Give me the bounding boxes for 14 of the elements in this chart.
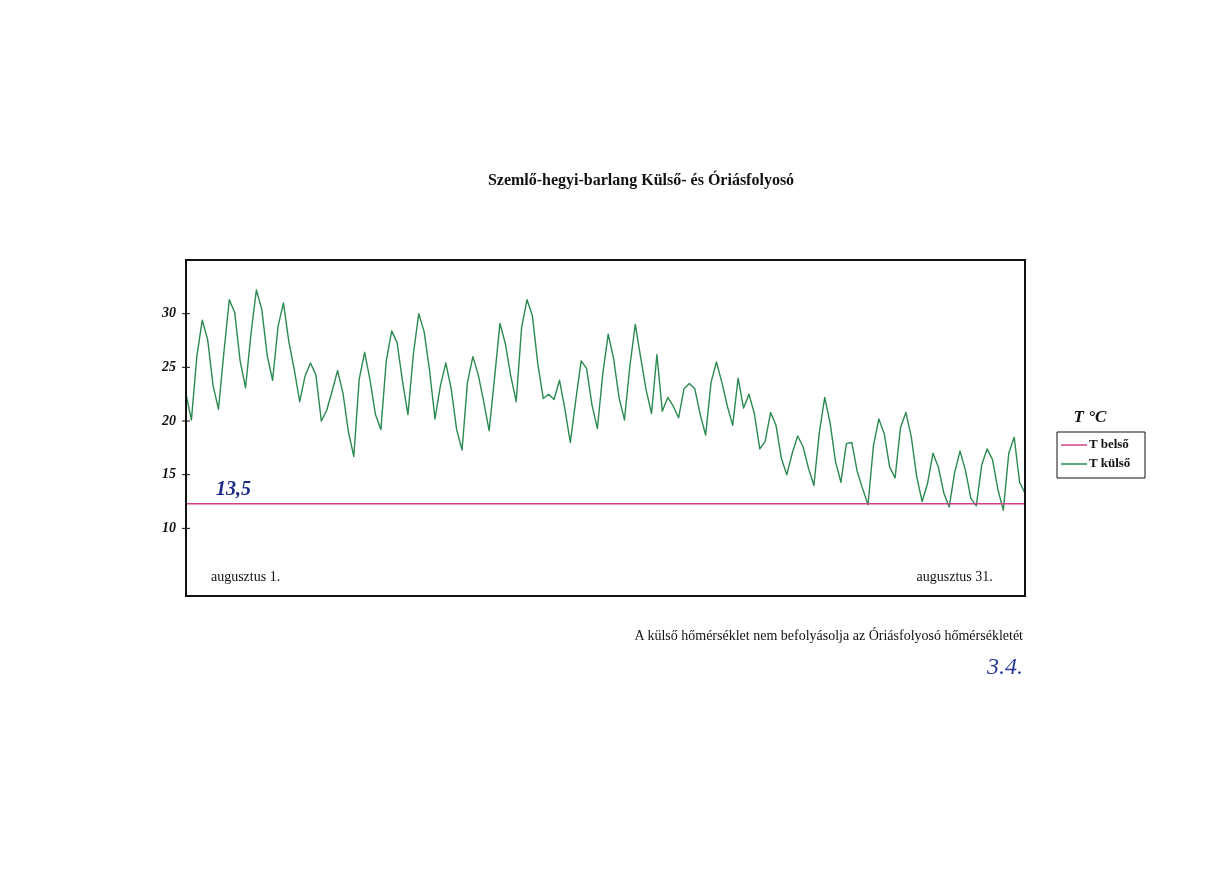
y-tick-label: 15 — [162, 466, 176, 482]
y-tick-label: 10 — [162, 519, 176, 535]
y-tick-label: 30 — [161, 305, 176, 321]
annotation: 13,5 — [216, 477, 251, 500]
legend-title: T °C — [1073, 407, 1108, 427]
text: 3.4. — [986, 653, 1023, 680]
text: A külső hőmérséklet nem befolyásolja az Óriásfolyosó hőmérsékletét — [634, 626, 1024, 643]
chart-title: Szemlő-hegyi-barlang Külső- és Óriásfolyosó — [487, 170, 795, 190]
x-tick-label: augusztus 1. — [210, 568, 281, 584]
legend-label: T belső — [1089, 436, 1130, 452]
x-tick-label: augusztus 31. — [916, 568, 993, 584]
y-tick-label: 25 — [161, 358, 176, 374]
legend-label: T külső — [1089, 455, 1131, 471]
y-tick-label: 20 — [161, 412, 176, 428]
